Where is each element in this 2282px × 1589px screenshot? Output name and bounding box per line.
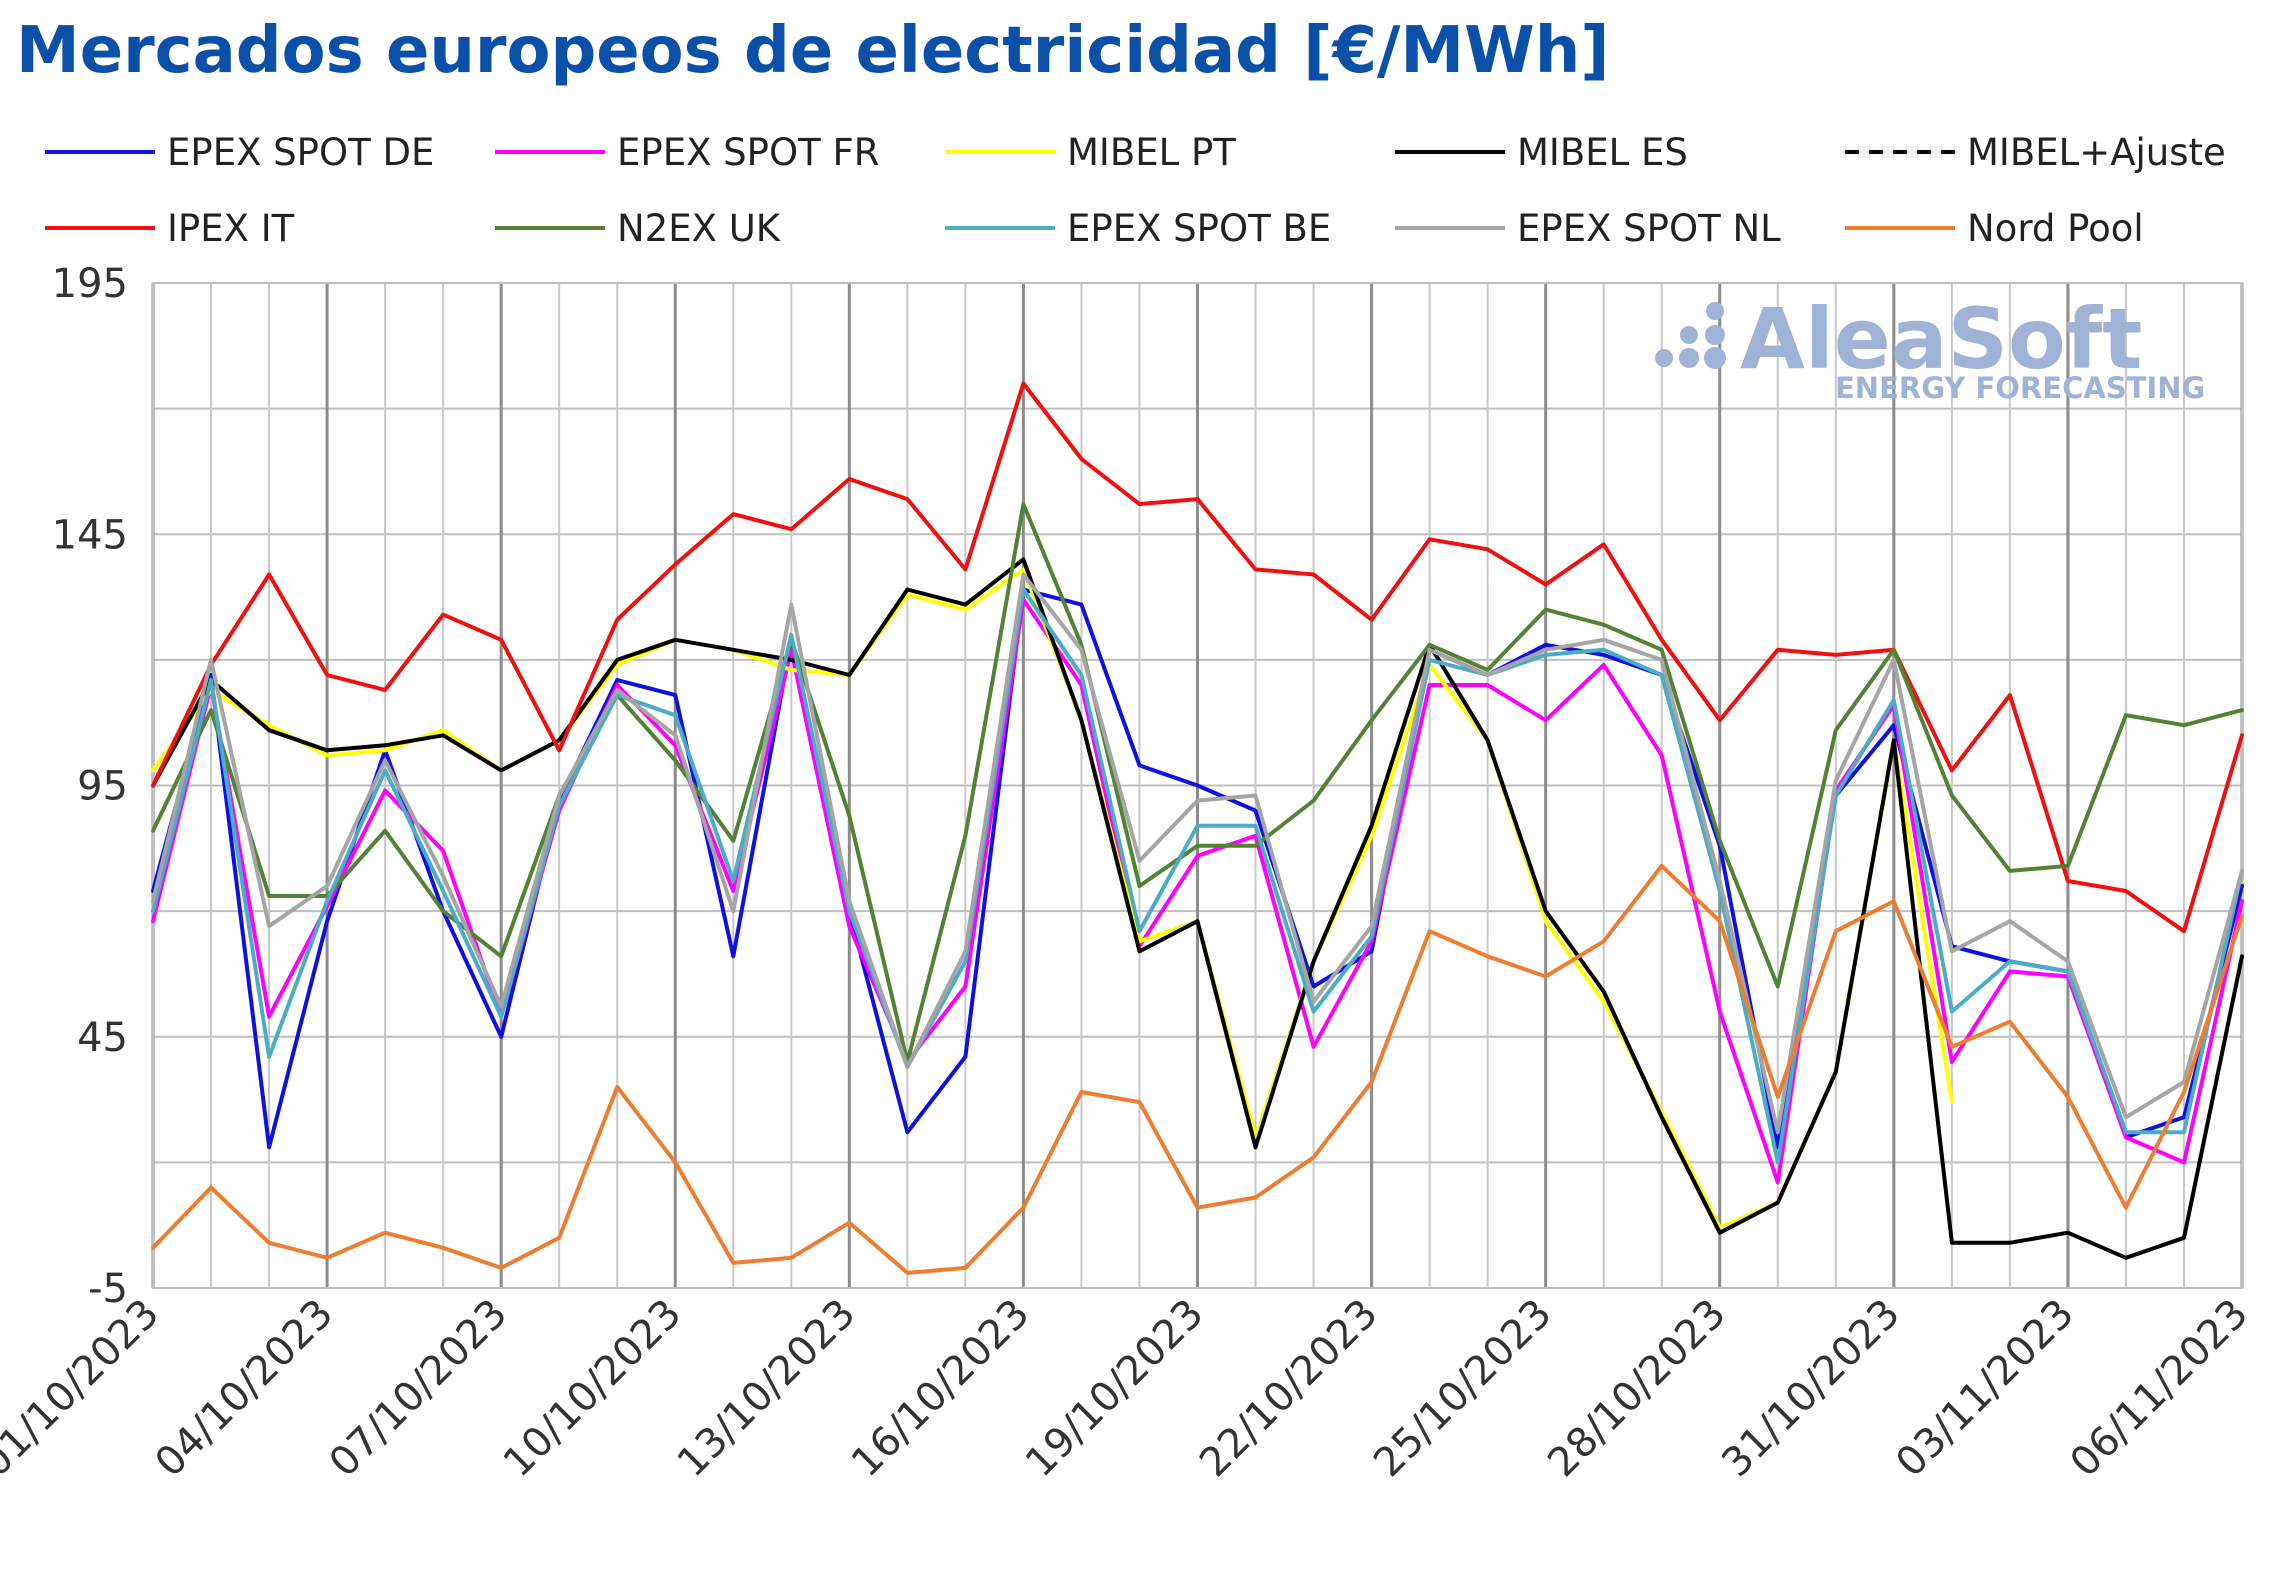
legend-label-epex-spot-nl: EPEX SPOT NL [1517, 207, 1781, 250]
series-line-nord-pool [151, 863, 2244, 1275]
x-tick-label: 10/10/2023 [495, 1291, 691, 1487]
series-lines [151, 381, 2244, 1275]
x-tick-label: 13/10/2023 [669, 1291, 865, 1487]
x-tick-label: 19/10/2023 [1017, 1291, 1213, 1487]
y-tick-label: 195 [52, 261, 128, 307]
x-tick-label: 25/10/2023 [1365, 1291, 1561, 1487]
legend-label-mibel-es: MIBEL ES [1517, 131, 1688, 174]
x-tick-label: 28/10/2023 [1539, 1291, 1735, 1487]
chart-title: Mercados europeos de electricidad [€/MWh… [16, 14, 1610, 88]
y-tick-label: 45 [77, 1015, 128, 1061]
aleasoft-watermark: AleaSoft ENERGY FORECASTING [1655, 290, 2205, 405]
x-axis-ticks: 01/10/202304/10/202307/10/202310/10/2023… [0, 1291, 2257, 1487]
watermark-tagline: ENERGY FORECASTING [1835, 371, 2205, 405]
x-tick-label: 04/10/2023 [147, 1291, 343, 1487]
series-line-epex-spot-nl [151, 572, 2244, 1135]
legend-label-epex-spot-fr: EPEX SPOT FR [617, 131, 879, 174]
x-tick-label: 01/10/2023 [0, 1291, 168, 1487]
watermark-brand: AleaSoft [1740, 290, 2142, 388]
series-line-epex-spot-de [151, 587, 2244, 1150]
y-tick-label: -5 [88, 1266, 128, 1312]
x-tick-label: 06/11/2023 [2062, 1291, 2258, 1487]
legend-label-nord-pool: Nord Pool [1967, 207, 2144, 250]
logo-dot [1679, 348, 1699, 368]
logo-dot [1655, 349, 1673, 367]
aleasoft-logo-icon [1655, 302, 1726, 369]
x-tick-label: 07/10/2023 [321, 1291, 517, 1487]
legend-label-mibel-pt: MIBEL PT [1067, 131, 1236, 174]
legend-label-epex-spot-be: EPEX SPOT BE [1067, 207, 1331, 250]
legend-label-n2ex-uk: N2EX UK [617, 207, 782, 250]
y-tick-label: 145 [52, 512, 128, 558]
x-tick-label: 16/10/2023 [843, 1291, 1039, 1487]
series-line-mibel-es [151, 557, 2244, 1260]
legend: EPEX SPOT DE EPEX SPOT FR MIBEL PT MIBEL ES… [45, 131, 2226, 250]
x-tick-label: 03/11/2023 [1887, 1291, 2083, 1487]
y-tick-label: 95 [77, 764, 128, 810]
logo-dot [1680, 326, 1698, 344]
logo-dot [1706, 302, 1724, 320]
legend-label-ipex-it: IPEX IT [167, 207, 295, 250]
y-axis-ticks: -5 45 95 145 195 [52, 261, 128, 1312]
logo-dot [1704, 347, 1726, 369]
legend-label-mibel-ajuste: MIBEL+Ajuste [1967, 131, 2226, 174]
series-line-epex-spot-be [151, 587, 2244, 1165]
x-tick-label: 31/10/2023 [1713, 1291, 1909, 1487]
logo-dot [1705, 325, 1725, 345]
series-line-n2ex-uk [151, 502, 2244, 1064]
x-tick-label: 22/10/2023 [1191, 1291, 1387, 1487]
legend-label-epex-spot-de: EPEX SPOT DE [167, 131, 434, 174]
